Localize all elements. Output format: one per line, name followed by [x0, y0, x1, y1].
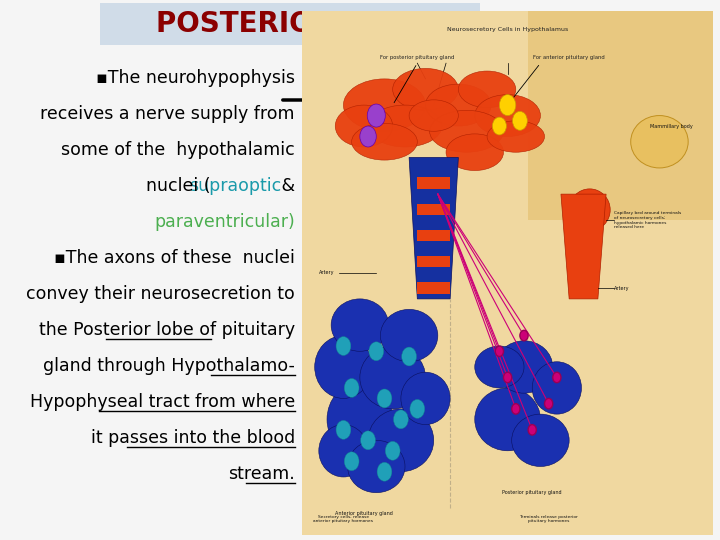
Bar: [418, 164, 450, 176]
Text: it passes into the blood: it passes into the blood: [91, 429, 295, 447]
Ellipse shape: [368, 409, 433, 472]
Text: POSTERIOR LOBE: POSTERIOR LOBE: [156, 10, 424, 38]
Text: Secretory cells; release
anterior pituitary hormones: Secretory cells; release anterior pituit…: [313, 515, 374, 523]
Bar: [100, 3, 480, 45]
Ellipse shape: [360, 346, 426, 409]
Ellipse shape: [570, 189, 611, 231]
Text: Mammillary body: Mammillary body: [649, 124, 693, 129]
Text: For posterior pituitary gland: For posterior pituitary gland: [380, 56, 454, 60]
Polygon shape: [561, 194, 606, 299]
Circle shape: [495, 346, 503, 356]
Text: gland through Hypothalamo-: gland through Hypothalamo-: [43, 357, 295, 375]
Ellipse shape: [392, 69, 459, 110]
Bar: [418, 282, 450, 294]
Circle shape: [503, 372, 512, 383]
Bar: [418, 217, 450, 228]
Ellipse shape: [319, 424, 368, 477]
Ellipse shape: [430, 110, 503, 152]
Circle shape: [394, 410, 408, 429]
Circle shape: [336, 421, 351, 439]
Ellipse shape: [331, 299, 389, 351]
Bar: [418, 191, 450, 202]
Polygon shape: [409, 158, 459, 299]
Text: For anterior pituitary gland: For anterior pituitary gland: [534, 56, 605, 60]
Ellipse shape: [532, 362, 582, 414]
Circle shape: [361, 431, 375, 450]
Bar: [418, 256, 450, 267]
Ellipse shape: [446, 134, 503, 171]
Ellipse shape: [401, 372, 450, 424]
Text: ▪The axons of these  nuclei: ▪The axons of these nuclei: [54, 249, 295, 267]
Circle shape: [336, 336, 351, 355]
Circle shape: [402, 347, 416, 366]
Ellipse shape: [512, 414, 569, 467]
Ellipse shape: [631, 116, 688, 168]
Circle shape: [369, 342, 384, 361]
Circle shape: [410, 400, 425, 419]
Text: paraventricular): paraventricular): [154, 213, 295, 231]
Ellipse shape: [474, 94, 541, 137]
Text: some of the  hypothalamic: some of the hypothalamic: [61, 141, 295, 159]
Circle shape: [344, 452, 359, 471]
Text: &: &: [276, 177, 295, 195]
Ellipse shape: [487, 121, 544, 152]
Polygon shape: [528, 11, 713, 220]
Text: Artery: Artery: [319, 270, 334, 275]
Ellipse shape: [474, 346, 524, 388]
Circle shape: [512, 403, 520, 414]
Circle shape: [528, 424, 536, 435]
Ellipse shape: [327, 383, 392, 456]
Text: Terminals release posterior
pituitary hormones: Terminals release posterior pituitary ho…: [519, 515, 578, 523]
Ellipse shape: [351, 124, 418, 160]
Text: Anterior pituitary gland: Anterior pituitary gland: [335, 511, 393, 516]
Text: Artery: Artery: [614, 286, 630, 291]
Bar: [418, 204, 450, 215]
Text: convey their neurosecretion to: convey their neurosecretion to: [26, 285, 295, 303]
Text: Capillary bed around terminals
of neurosecretory cells;
hypothalamic hormones
re: Capillary bed around terminals of neuros…: [614, 212, 682, 229]
Ellipse shape: [368, 105, 442, 147]
Ellipse shape: [459, 71, 516, 107]
Ellipse shape: [348, 440, 405, 492]
Ellipse shape: [495, 341, 553, 393]
Bar: [418, 230, 450, 241]
Text: the Posterior lobe of pituitary: the Posterior lobe of pituitary: [39, 321, 295, 339]
Circle shape: [492, 117, 506, 135]
Text: Posterior pituitary gland: Posterior pituitary gland: [503, 490, 562, 495]
Text: stream.: stream.: [228, 465, 295, 483]
Ellipse shape: [426, 84, 491, 126]
Text: Hypophyseal tract from where: Hypophyseal tract from where: [30, 393, 295, 411]
Ellipse shape: [315, 335, 372, 399]
Circle shape: [360, 126, 377, 147]
Ellipse shape: [380, 309, 438, 362]
Circle shape: [513, 111, 527, 130]
Circle shape: [367, 104, 385, 127]
Circle shape: [344, 379, 359, 397]
Circle shape: [385, 441, 400, 460]
Text: supraoptic: supraoptic: [189, 177, 281, 195]
Text: receives a nerve supply from: receives a nerve supply from: [40, 105, 295, 123]
Circle shape: [553, 372, 561, 383]
Text: ▪The neurohypophysis: ▪The neurohypophysis: [96, 69, 295, 87]
Ellipse shape: [343, 79, 426, 131]
Ellipse shape: [409, 100, 459, 131]
Circle shape: [544, 399, 553, 409]
Text: Neurosecretory Cells in Hypothalamus: Neurosecretory Cells in Hypothalamus: [447, 26, 568, 31]
Bar: [418, 177, 450, 189]
Ellipse shape: [474, 388, 541, 451]
Circle shape: [377, 462, 392, 481]
Polygon shape: [302, 11, 713, 535]
Circle shape: [520, 330, 528, 341]
Text: nuclei (: nuclei (: [146, 177, 211, 195]
Bar: [418, 243, 450, 254]
Bar: [418, 269, 450, 281]
Circle shape: [377, 389, 392, 408]
Ellipse shape: [336, 105, 392, 147]
Circle shape: [500, 94, 516, 116]
